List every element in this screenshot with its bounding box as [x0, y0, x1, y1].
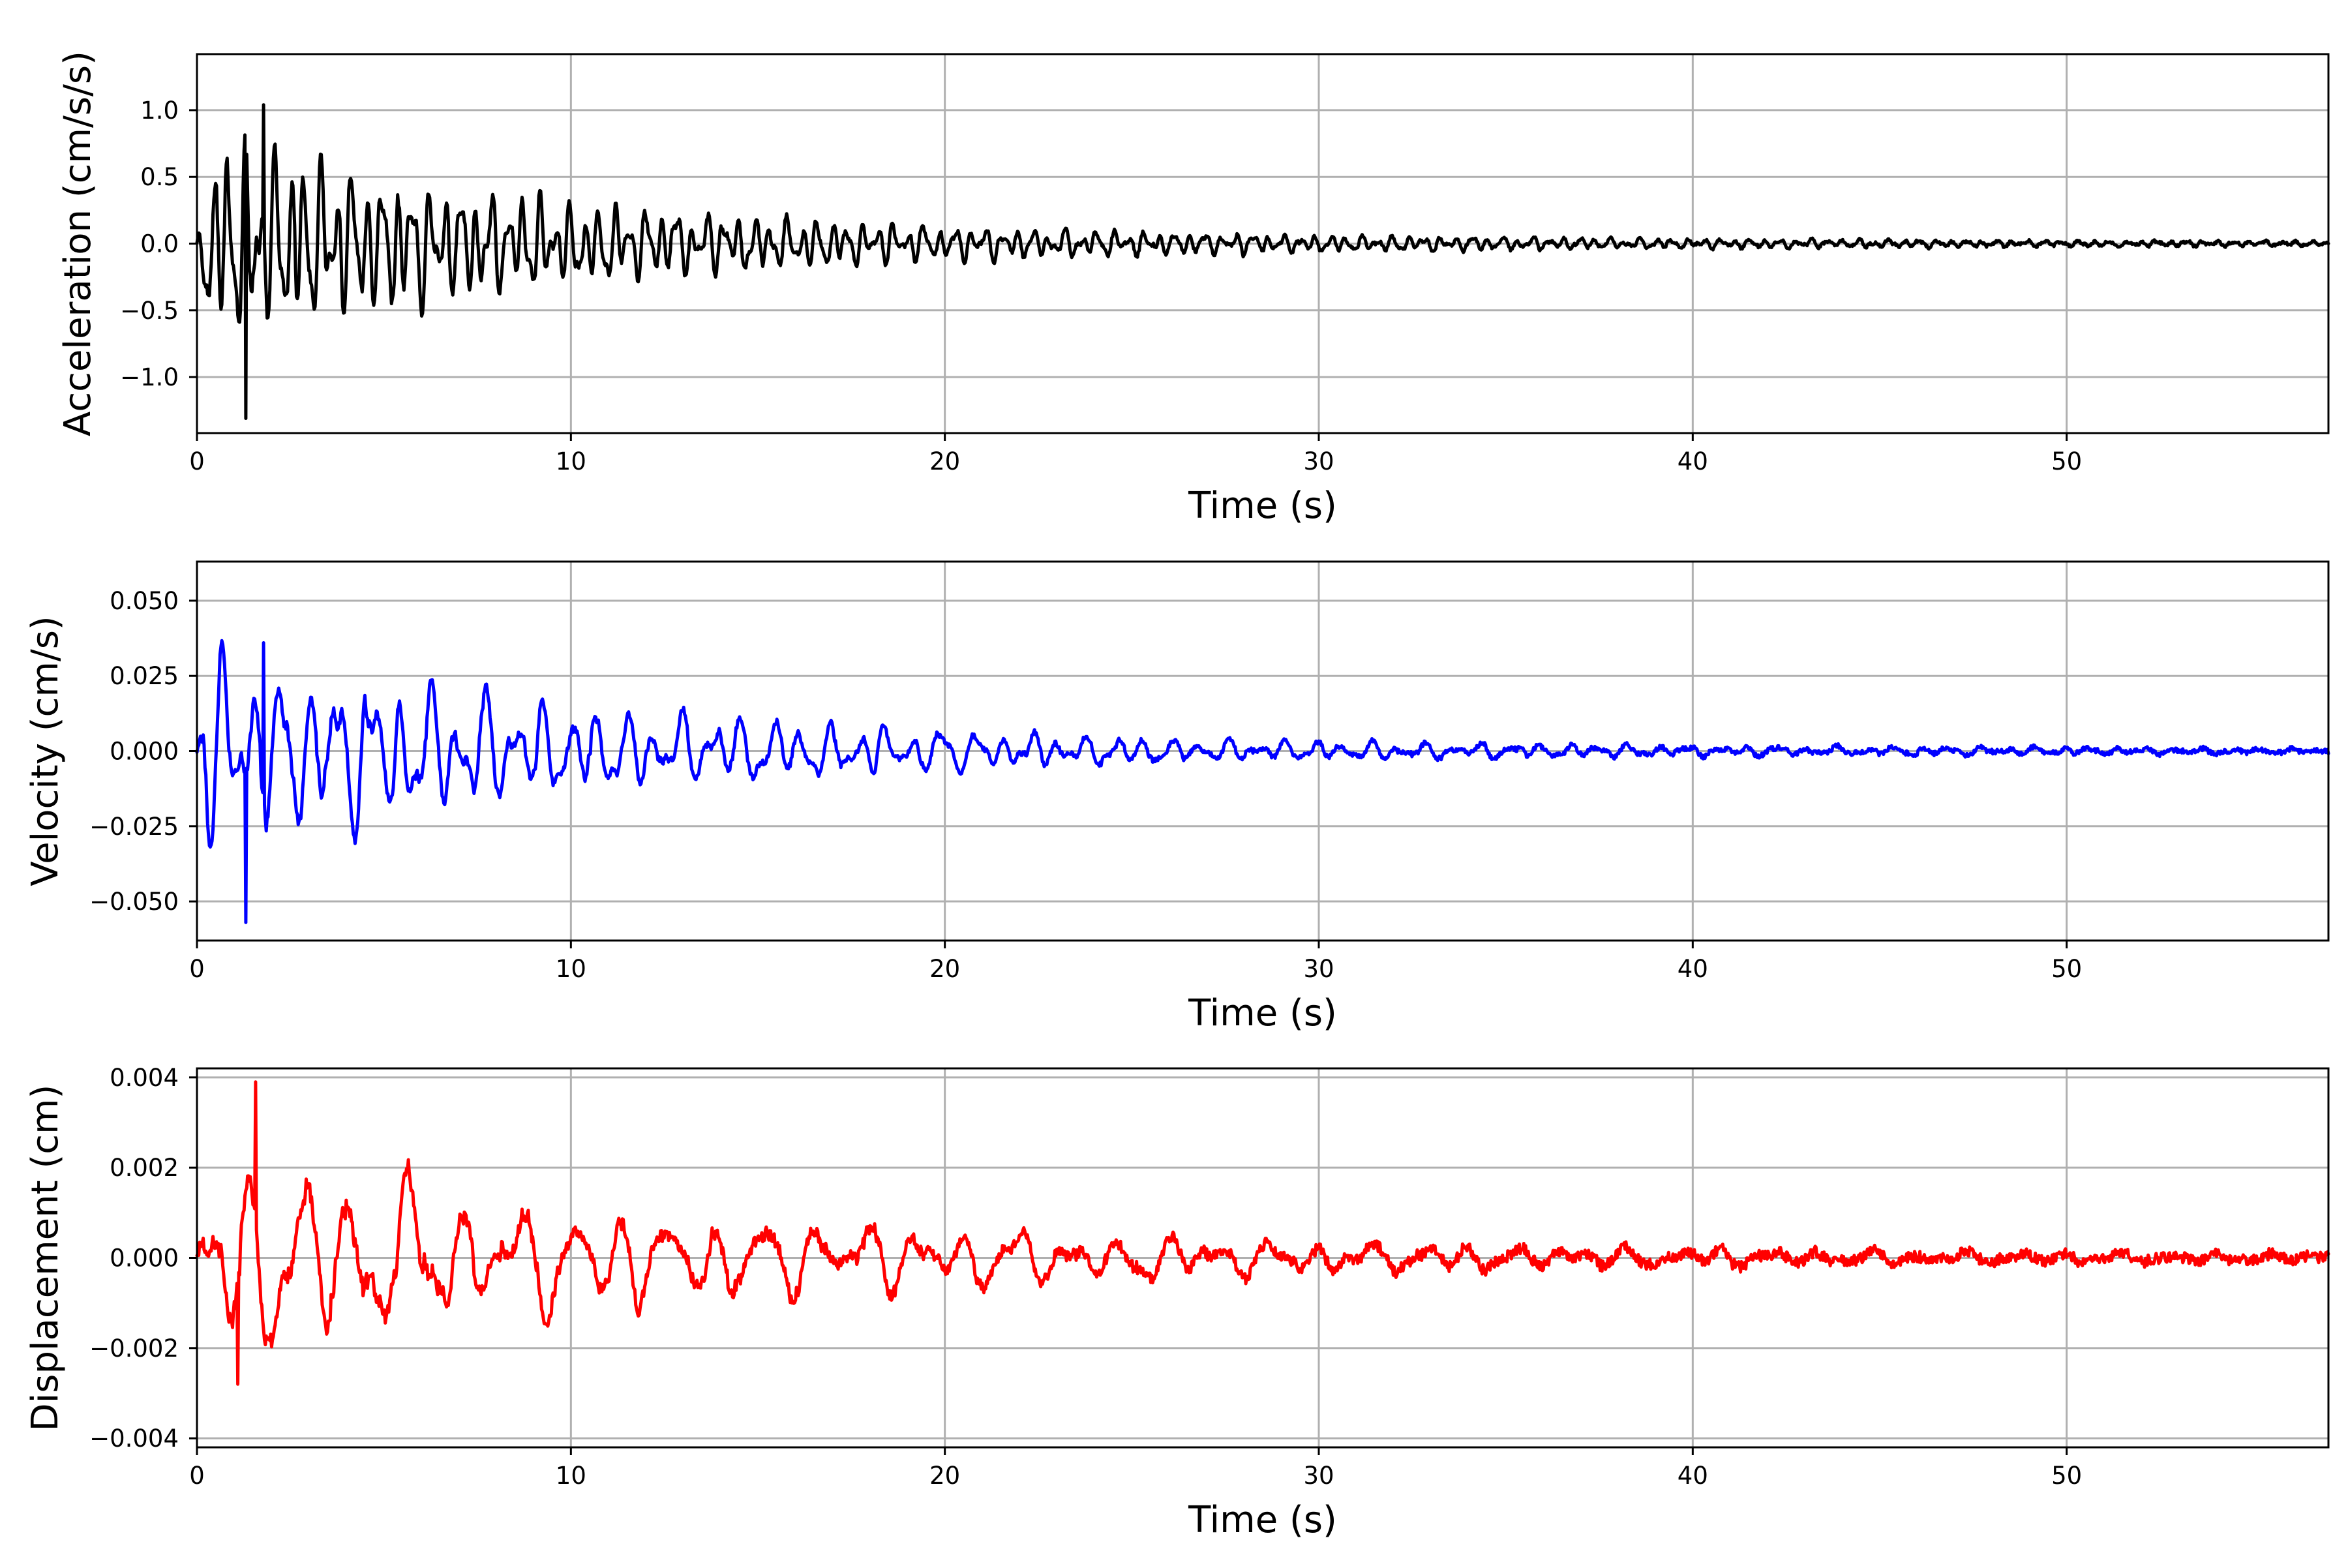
acceleration-x-tick-label-3: 30 [1303, 447, 1334, 475]
displacement-x-tick-label-0: 0 [189, 1462, 205, 1490]
acceleration-x-tick-label-2: 20 [929, 447, 960, 475]
displacement-y-axis-label: Displacement (cm) [24, 1085, 67, 1432]
velocity-x-axis-label: Time (s) [1188, 992, 1337, 1034]
velocity-x-tick-label-4: 40 [1678, 955, 1708, 983]
acceleration-x-tick-label-0: 0 [189, 447, 205, 475]
displacement-y-tick-label-4: −0.004 [89, 1425, 179, 1453]
acceleration-x-tick-label-4: 40 [1678, 447, 1708, 475]
displacement-x-tick-label-2: 20 [929, 1462, 960, 1490]
acceleration-y-axis-label: Acceleration (cm/s/s) [57, 51, 99, 436]
displacement-y-tick-label-3: −0.002 [89, 1334, 179, 1363]
velocity-y-axis-label: Velocity (cm/s) [24, 616, 67, 886]
acceleration-y-tick-label-1: 0.5 [140, 163, 179, 191]
velocity-panel: 0 10 20 30 40 50 0.050 0.025 0.000 −0.025 −0.050 Ti… [24, 560, 2330, 1034]
velocity-y-tick-label-2: 0.000 [110, 738, 179, 766]
velocity-trace [195, 639, 2330, 924]
velocity-y-tick-label-0: 0.050 [110, 587, 179, 615]
velocity-x-tick-label-1: 10 [556, 955, 586, 983]
velocity-x-tick-label-2: 20 [929, 955, 960, 983]
displacement-x-tick-label-3: 30 [1303, 1462, 1334, 1490]
displacement-panel: 0 10 20 30 40 50 0.004 0.002 0.000 −0.002 −0.004 Ti… [24, 1064, 2330, 1541]
displacement-x-tick-label-5: 50 [2051, 1462, 2082, 1490]
acceleration-x-tick-label-1: 10 [556, 447, 586, 475]
displacement-y-tick-label-2: 0.000 [110, 1244, 179, 1273]
acceleration-x-axis-label: Time (s) [1188, 485, 1337, 527]
acceleration-y-tick-label-2: 0.0 [140, 230, 179, 258]
displacement-y-tick-label-1: 0.002 [110, 1154, 179, 1182]
acceleration-trace [195, 103, 2330, 420]
acceleration-y-tick-label-0: 1.0 [140, 97, 179, 125]
displacement-trace [195, 1080, 2330, 1386]
displacement-y-tick-label-0: 0.004 [110, 1064, 179, 1092]
displacement-x-tick-label-4: 40 [1678, 1462, 1708, 1490]
displacement-x-axis-label: Time (s) [1188, 1499, 1337, 1541]
acceleration-y-tick-label-4: −1.0 [120, 363, 179, 391]
acceleration-panel: 0 10 20 30 40 50 1.0 0.5 0.0 −0.5 −1.0 Time (s) Acce… [57, 51, 2330, 527]
velocity-y-tick-label-1: 0.025 [110, 662, 179, 690]
velocity-y-tick-label-3: −0.025 [89, 813, 179, 841]
acceleration-y-tick-label-3: −0.5 [120, 297, 179, 325]
velocity-x-tick-label-5: 50 [2051, 955, 2082, 983]
acceleration-x-tick-label-5: 50 [2051, 447, 2082, 475]
velocity-y-tick-label-4: −0.050 [89, 888, 179, 916]
velocity-x-tick-label-3: 30 [1303, 955, 1334, 983]
displacement-x-tick-label-1: 10 [556, 1462, 586, 1490]
velocity-x-tick-label-0: 0 [189, 955, 205, 983]
